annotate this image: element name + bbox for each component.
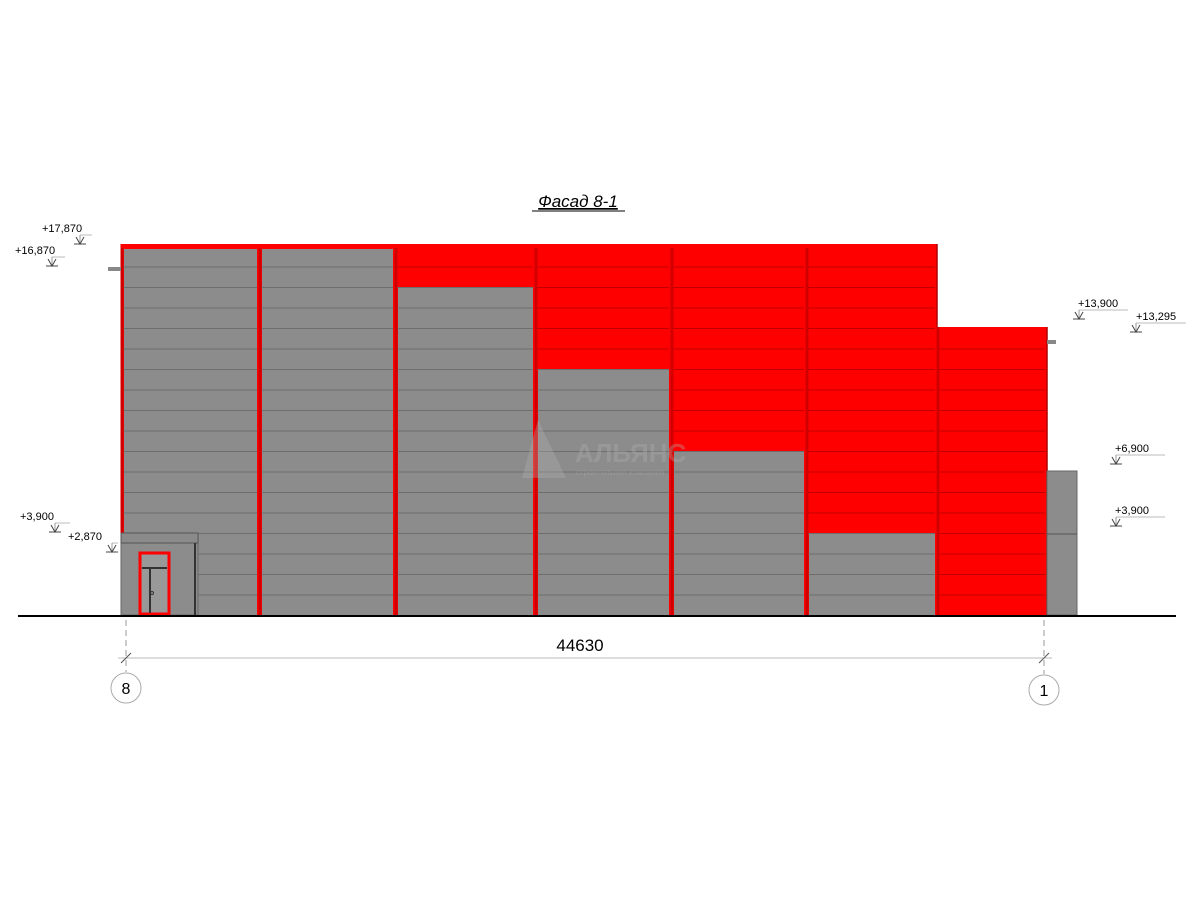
level-marker-left_top: +17,870 — [42, 223, 92, 246]
door-handle-icon — [150, 591, 154, 595]
level-marker-left_roof: +16,870 — [15, 245, 65, 268]
drain-left — [108, 267, 121, 271]
dimension-tick-right — [1038, 652, 1050, 664]
watermark-logo: АЛЬЯНС строительная компания — [522, 420, 686, 478]
entrance-canopy — [120, 532, 199, 544]
annex-block — [1046, 470, 1078, 616]
axis-label-8: 8 — [122, 681, 131, 698]
level-label: +3,900 — [1115, 505, 1149, 517]
watermark-name: АЛЬЯНС — [575, 438, 686, 468]
drain-right — [1047, 340, 1056, 344]
level-label: +16,870 — [15, 245, 55, 257]
axis-bubble-8 — [110, 672, 142, 704]
bay-gray-cladding — [262, 249, 393, 615]
dimension-tick-left — [120, 652, 132, 664]
axis-bubble-1 — [1028, 674, 1060, 706]
level-label: +6,900 — [1115, 443, 1149, 455]
level-marker-right_roof: +13,295 — [1130, 311, 1186, 334]
watermark-subtitle: строительная компания — [576, 468, 665, 477]
level-label: +13,900 — [1078, 298, 1118, 310]
level-label: +3,900 — [20, 511, 54, 523]
dimension-value: 44630 — [556, 636, 603, 655]
building-elevation — [108, 244, 1078, 616]
axis-label-1: 1 — [1040, 683, 1049, 700]
level-marker-right_mid: +3,900 — [1110, 505, 1165, 528]
level-marker-right_top: +13,900 — [1073, 298, 1128, 321]
level-label: +2,870 — [68, 531, 102, 543]
level-label: +13,295 — [1136, 311, 1176, 323]
level-marker-left_mid: +3,900 — [20, 511, 70, 534]
level-marker-left_canopy: +2,870 — [68, 531, 118, 554]
bay-red-cladding — [937, 327, 1047, 615]
entrance-door — [138, 551, 171, 616]
drawing-title: Фасад 8-1 — [538, 192, 618, 211]
parapet-main — [121, 244, 937, 248]
level-markers: +17,870 +16,870 +3,900 +2,870 +13,900 +13,295… — [15, 223, 1186, 554]
level-marker-right_annex: +6,900 — [1110, 443, 1165, 466]
level-label: +17,870 — [42, 223, 82, 235]
